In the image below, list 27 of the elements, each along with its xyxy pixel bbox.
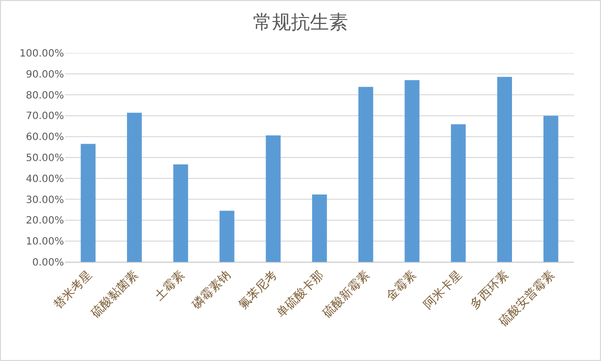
bar xyxy=(358,86,374,262)
bar xyxy=(312,194,327,262)
y-tick-label: 10.00% xyxy=(26,236,64,248)
x-tick-label: 磷霉素钠 xyxy=(188,268,234,312)
y-tick-label: 90.00% xyxy=(26,69,64,80)
y-tick-label: 100.00% xyxy=(20,48,64,60)
x-tick-label: 阿米卡星 xyxy=(420,268,465,312)
y-tick-label: 80.00% xyxy=(26,90,64,102)
bar xyxy=(497,76,512,262)
x-tick-label: 金霉素 xyxy=(383,268,418,304)
bar xyxy=(127,112,142,262)
y-tick-label: 30.00% xyxy=(26,194,64,206)
bar xyxy=(404,80,420,262)
bar xyxy=(220,210,234,262)
y-tick-label: 0.00% xyxy=(32,258,64,268)
y-tick-label: 70.00% xyxy=(26,111,64,122)
bar xyxy=(80,144,96,262)
y-tick-label: 40.00% xyxy=(26,174,64,185)
bar xyxy=(266,135,281,262)
y-tick-label: 60.00% xyxy=(26,132,64,144)
chart-title: 常规抗生素 xyxy=(253,12,348,34)
bar xyxy=(173,164,188,262)
y-tick-label: 50.00% xyxy=(26,153,64,164)
bar xyxy=(450,124,466,262)
x-tick-label: 土霉素 xyxy=(152,268,188,304)
bar xyxy=(543,116,558,262)
y-tick-label: 20.00% xyxy=(26,216,64,227)
